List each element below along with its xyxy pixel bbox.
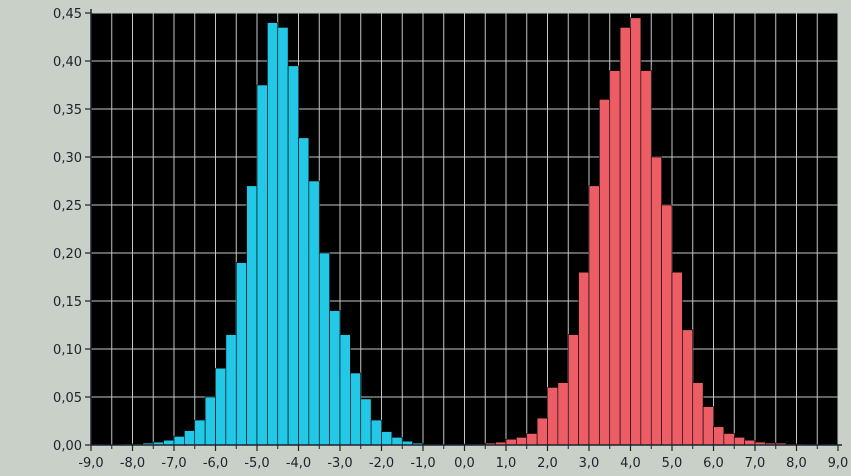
histogram-bar-series-1 — [173, 436, 185, 446]
x-tick-label: 9,0 — [828, 456, 849, 471]
x-axis-ticks: -9,0 -8,0 -7,0 -6,0 -5,0 -4,0 -3,0 -2,0 -1,0 0,0 1… — [78, 445, 848, 471]
x-tick-label: -5,0 — [244, 456, 269, 471]
y-tick-label: 0,05 — [53, 391, 82, 406]
x-tick-label: -7,0 — [161, 456, 186, 471]
histogram-bar-series-2 — [619, 27, 631, 446]
histogram-bar-series-1 — [194, 419, 206, 446]
y-tick-label: 0,15 — [53, 295, 82, 310]
histogram-bar-series-1 — [339, 334, 351, 446]
histogram-bar-series-2 — [671, 271, 683, 446]
y-tick-label: 0,00 — [53, 439, 82, 454]
histogram-bar-series-2 — [609, 70, 621, 446]
histogram-bar-series-1 — [329, 310, 341, 446]
y-tick-label: 0,25 — [53, 199, 82, 214]
histogram-bar-series-1 — [225, 334, 237, 446]
axes — [90, 9, 842, 446]
x-tick-label: -1,0 — [410, 456, 435, 471]
histogram-bar-series-1 — [204, 396, 216, 446]
histogram-bar-series-1 — [287, 65, 299, 446]
y-tick-label: 0,45 — [53, 7, 82, 22]
x-tick-label: 2,0 — [537, 456, 558, 471]
x-tick-label: -3,0 — [327, 456, 352, 471]
x-tick-label: -2,0 — [369, 456, 394, 471]
x-tick-label: -4,0 — [286, 456, 311, 471]
histogram-bar-series-2 — [578, 271, 590, 446]
histogram-bar-series-1 — [370, 419, 382, 446]
histogram-bar-series-1 — [308, 180, 320, 446]
histogram-bar-series-1 — [381, 431, 393, 446]
x-tick-label: 8,0 — [786, 456, 807, 471]
histogram-bar-series-2 — [640, 70, 652, 446]
histogram-bar-series-2 — [682, 329, 694, 446]
histogram-bar-series-2 — [505, 438, 517, 446]
histogram-bar-series-2 — [661, 204, 673, 446]
y-tick-label: 0,10 — [53, 343, 82, 358]
x-tick-label: -6,0 — [203, 456, 228, 471]
histogram-bar-series-2 — [713, 426, 725, 446]
histogram-bar-series-1 — [184, 430, 196, 446]
histogram-bar-series-1 — [298, 137, 310, 446]
histogram-bar-series-2 — [733, 437, 745, 446]
histogram-bar-series-2 — [650, 156, 662, 446]
histogram-bar-series-2 — [630, 17, 642, 446]
y-tick-label: 0,35 — [53, 103, 82, 118]
x-tick-label: -8,0 — [120, 456, 145, 471]
histogram-bar-series-2 — [516, 437, 528, 446]
histogram-bar-series-2 — [547, 387, 559, 446]
histogram-bar-series-2 — [723, 433, 735, 446]
histogram-bar-series-1 — [360, 398, 372, 446]
x-tick-label: 1,0 — [496, 456, 517, 471]
histogram-bar-series-2 — [567, 334, 579, 446]
histogram-bar-series-1 — [235, 262, 247, 446]
histogram-bar-series-2 — [588, 185, 600, 446]
histogram-bar-series-1 — [350, 372, 362, 446]
histogram-bar-series-2 — [702, 406, 714, 446]
histogram-bar-series-2 — [526, 433, 538, 446]
x-tick-label: 0,0 — [454, 456, 475, 471]
x-tick-label: 7,0 — [745, 456, 766, 471]
histogram-bar-series-2 — [599, 99, 611, 446]
y-tick-label: 0,30 — [53, 151, 82, 166]
x-tick-label: 6,0 — [703, 456, 724, 471]
histogram-bar-series-1 — [256, 84, 268, 446]
histogram-bar-series-1 — [246, 185, 258, 446]
histogram-bar-series-1 — [318, 252, 330, 446]
y-tick-label: 0,40 — [53, 55, 82, 70]
histogram-bar-series-2 — [536, 417, 548, 446]
histogram-bar-series-1 — [215, 367, 227, 446]
x-tick-label: 4,0 — [620, 456, 641, 471]
histogram-bar-series-1 — [277, 27, 289, 446]
histogram-bar-series-2 — [557, 382, 569, 446]
histogram-bar-series-2 — [692, 382, 704, 446]
x-tick-label: -9,0 — [78, 456, 103, 471]
histogram-bar-series-1 — [267, 22, 279, 446]
y-axis-ticks: 0,00 0,05 0,10 0,15 0,20 0,25 0,30 0,35 0,40 0,45 — [53, 7, 91, 454]
x-tick-label: 3,0 — [579, 456, 600, 471]
y-tick-label: 0,20 — [53, 247, 82, 262]
histogram-bar-series-1 — [391, 437, 403, 446]
x-tick-label: 5,0 — [662, 456, 683, 471]
